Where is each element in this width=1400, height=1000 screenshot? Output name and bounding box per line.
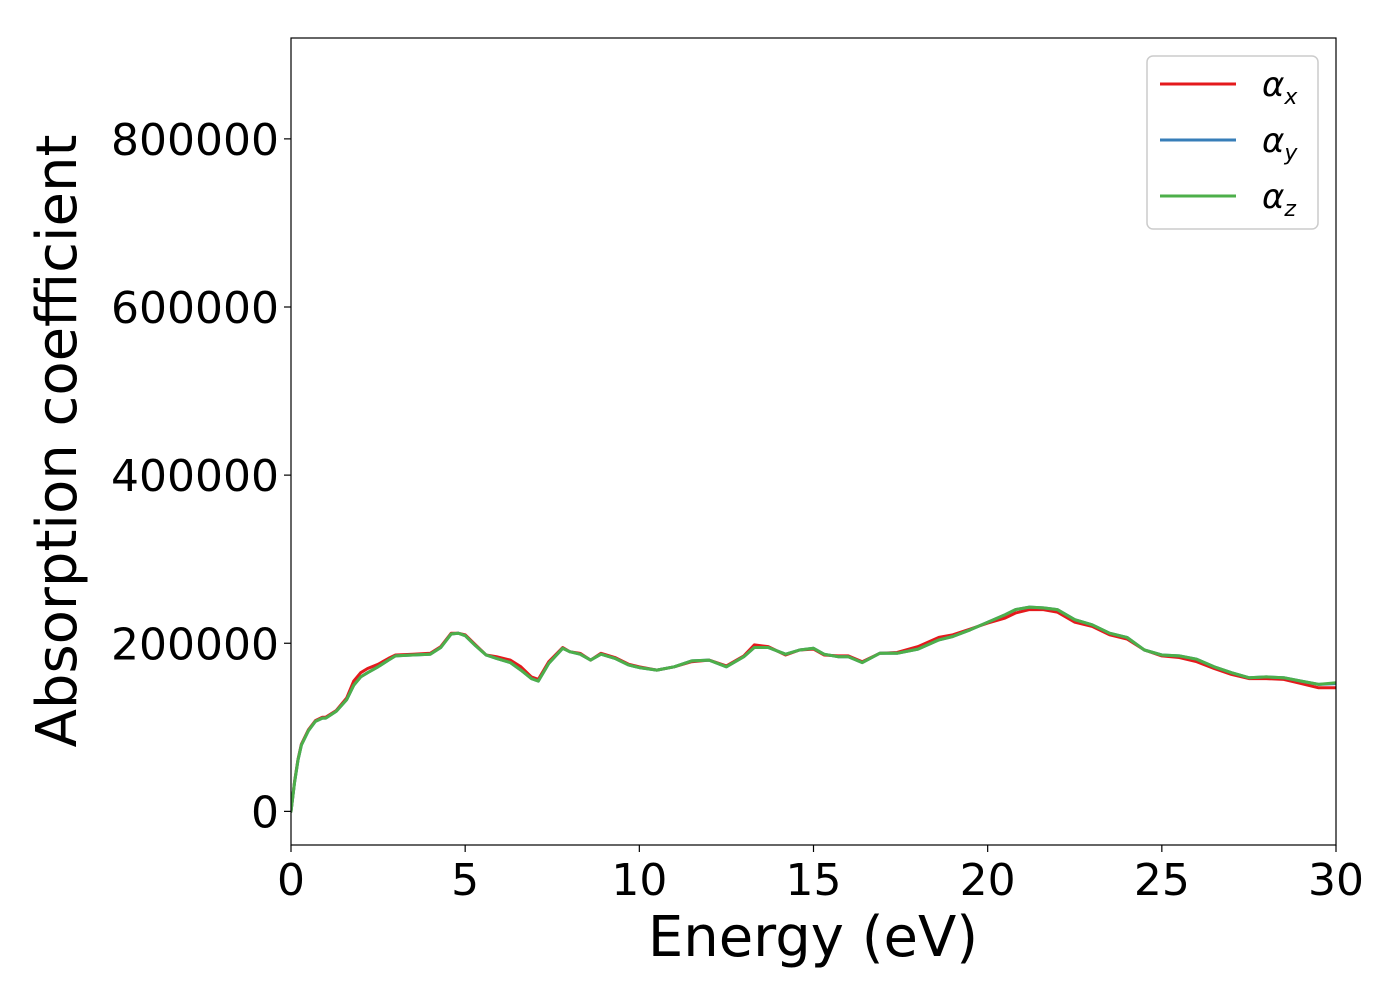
legend-label-subscript: z [1283, 197, 1296, 222]
y-axis: 0 200000 400000 600000 800000 [111, 115, 291, 838]
legend-label-alpha-z: αz [1262, 177, 1296, 222]
series-layer [291, 605, 1336, 813]
legend-label-symbol: α [1262, 121, 1284, 161]
x-tick-label: 25 [1134, 855, 1190, 906]
x-tick-label: 15 [786, 855, 842, 906]
x-tick-label: 0 [277, 855, 305, 906]
x-tick-label: 10 [611, 855, 667, 906]
legend-label-alpha-x: αx [1262, 65, 1298, 110]
legend-label-symbol: α [1262, 65, 1284, 105]
y-tick-label: 0 [251, 787, 279, 838]
y-tick-label: 600000 [111, 283, 279, 334]
y-tick-label: 200000 [111, 619, 279, 670]
y-tick-label: 800000 [111, 115, 279, 166]
y-axis-title: Absorption coefficient [25, 135, 90, 748]
x-axis-title: Energy (eV) [648, 905, 978, 970]
x-tick-label: 30 [1308, 855, 1364, 906]
x-tick-label: 20 [960, 855, 1016, 906]
legend-label-subscript: x [1283, 85, 1298, 110]
legend-label-symbol: α [1262, 177, 1284, 217]
x-tick-label: 5 [451, 855, 479, 906]
legend-label-subscript: y [1283, 141, 1298, 166]
x-axis: 0 5 10 15 20 25 30 [277, 845, 1364, 906]
legend-label-alpha-y: αy [1262, 121, 1298, 166]
y-tick-label: 400000 [111, 451, 279, 502]
legend-box [1146, 55, 1319, 230]
series-line-alpha-z [291, 605, 1336, 813]
